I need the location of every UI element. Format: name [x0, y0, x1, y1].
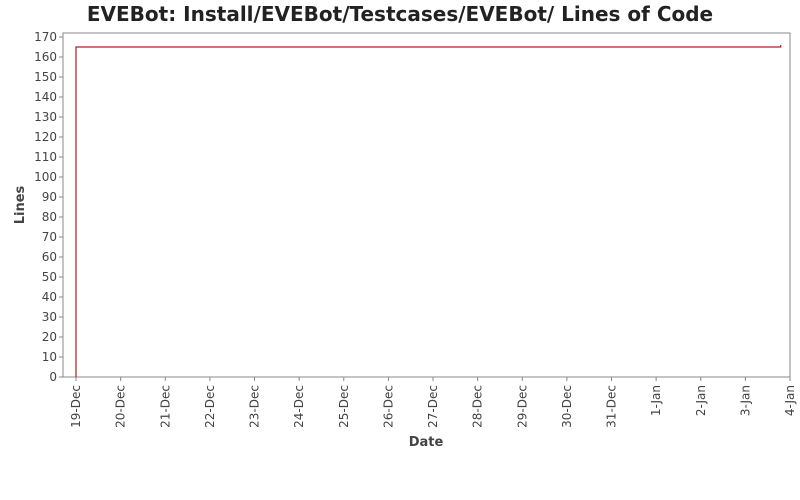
x-tick-label: 23-Dec — [248, 385, 262, 428]
x-tick-label: 22-Dec — [203, 385, 217, 428]
y-tick-label: 30 — [42, 310, 57, 324]
series-layer — [75, 45, 782, 377]
x-tick-label: 2-Jan — [694, 385, 708, 416]
y-tick-label: 130 — [34, 110, 57, 124]
y-tick-label: 90 — [42, 190, 57, 204]
x-tick-label: 29-Dec — [515, 385, 529, 428]
y-tick-label: 60 — [42, 250, 57, 264]
y-tick-label: 140 — [34, 90, 57, 104]
x-tick-label: 21-Dec — [158, 385, 172, 428]
x-axis: 19-Dec 20-Dec 21-Dec 22-Dec 23-Dec 24-Dec 25-D… — [69, 377, 797, 428]
y-tick-label: 50 — [42, 270, 57, 284]
x-tick-label: 26-Dec — [381, 385, 395, 428]
x-tick-label: 20-Dec — [114, 385, 128, 428]
y-tick-label: 40 — [42, 290, 57, 304]
x-tick-label: 31-Dec — [605, 385, 619, 428]
x-tick-label: 27-Dec — [426, 385, 440, 428]
y-tick-label: 120 — [34, 130, 57, 144]
y-tick-label: 160 — [34, 50, 57, 64]
chart-title: EVEBot: Install/EVEBot/Testcases/EVEBot/… — [86, 2, 714, 26]
y-tick-label: 10 — [42, 350, 57, 364]
x-tick-label: 30-Dec — [560, 385, 574, 428]
y-tick-label: 170 — [34, 30, 57, 44]
y-tick-label: 20 — [42, 330, 57, 344]
y-tick-label: 70 — [42, 230, 57, 244]
x-tick-label: 28-Dec — [471, 385, 485, 428]
x-tick-label: 3-Jan — [738, 385, 752, 416]
y-tick-label: 100 — [34, 170, 57, 184]
plot-area — [62, 32, 791, 378]
x-tick-label: 4-Jan — [783, 385, 797, 416]
y-tick-label: 110 — [34, 150, 57, 164]
y-tick-label: 0 — [49, 370, 57, 384]
x-tick-label: 1-Jan — [649, 385, 663, 416]
x-tick-label: 24-Dec — [292, 385, 306, 428]
y-tick-label: 80 — [42, 210, 57, 224]
x-tick-label: 19-Dec — [69, 385, 83, 428]
series-line — [75, 45, 782, 377]
y-axis: 0 10 20 30 40 50 60 70 80 90 100 110 120 130 140 150 160… — [34, 30, 63, 384]
x-tick-label: 25-Dec — [337, 385, 351, 428]
x-axis-title: Date — [409, 435, 444, 450]
y-tick-label: 150 — [34, 70, 57, 84]
y-axis-title: Lines — [13, 185, 28, 224]
